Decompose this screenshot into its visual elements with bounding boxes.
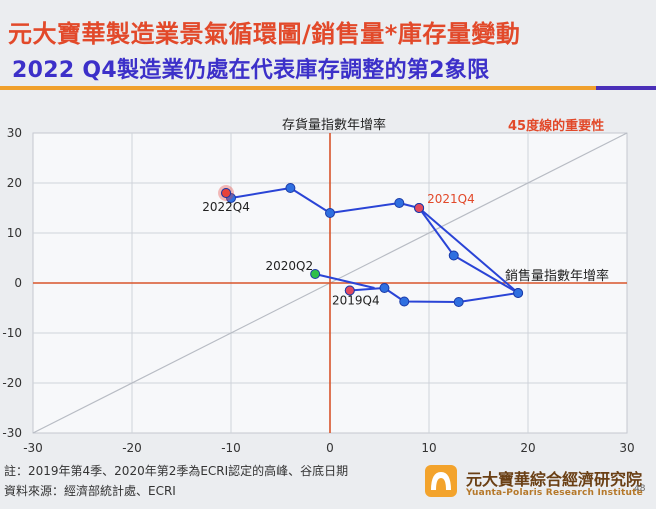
- x-tick-label: -10: [221, 441, 241, 455]
- data-point: [453, 297, 464, 307]
- point-label-2021Q4: 2021Q4: [427, 192, 475, 206]
- x-tick-label: 20: [520, 441, 535, 455]
- data-point: [379, 283, 390, 293]
- annotation-45-degree: 45度線的重要性: [508, 118, 604, 134]
- x-tick-label: -30: [23, 441, 43, 455]
- x-tick-label: 10: [421, 441, 436, 455]
- x-axis-label: 銷售量指數年增率: [505, 268, 609, 284]
- x-tick-label: 0: [326, 441, 334, 455]
- highlight-point-2020Q2: [310, 269, 321, 279]
- highlight-point-2019Q4: [344, 285, 355, 296]
- x-tick-label: 30: [619, 441, 634, 455]
- page-number: 48: [634, 484, 646, 494]
- y-tick-label: -10: [2, 326, 22, 340]
- divider-orange: [0, 86, 596, 90]
- y-tick-label: -20: [2, 376, 22, 390]
- data-point: [448, 250, 459, 261]
- source-note: 資料來源：經濟部統計處、ECRI: [4, 484, 176, 498]
- trough-link-line: [314, 273, 375, 289]
- data-point: [513, 288, 524, 298]
- yuanta-logo-icon: [425, 465, 457, 497]
- data-point: [394, 198, 405, 208]
- point-label-2022Q4: 2022Q4: [202, 200, 250, 214]
- y-axis-label: 存貨量指數年增率: [282, 117, 386, 133]
- data-point: [285, 183, 296, 193]
- data-point: [325, 208, 335, 218]
- y-tick-label: 20: [7, 176, 22, 190]
- x-tick-label: -20: [122, 441, 142, 455]
- y-tick-label: 10: [7, 226, 22, 240]
- y-tick-label: 30: [7, 126, 22, 140]
- highlight-point-2021Q4: [414, 203, 425, 213]
- y-tick-label: 0: [14, 276, 22, 290]
- logo-name-en: Yuanta-Polaris Research Institute: [466, 488, 643, 498]
- title-line-2: 2022 Q4製造業仍處在代表庫存調整的第2象限: [12, 58, 490, 83]
- point-label-2020Q2: 2020Q2: [266, 259, 314, 273]
- title-line-1: 元大寶華製造業景氣循環圖/銷售量*庫存量變動: [8, 20, 521, 48]
- highlight-point-2022Q4: [221, 188, 232, 198]
- point-label-2019Q4: 2019Q4: [332, 294, 380, 308]
- logo-name-cn: 元大寶華綜合經濟研究院: [466, 470, 643, 489]
- footnote: 註：2019年第4季、2020年第2季為ECRI認定的高峰、谷底日期: [4, 464, 349, 478]
- divider-purple: [596, 86, 656, 90]
- data-point: [399, 296, 410, 307]
- y-tick-label: -30: [2, 426, 22, 440]
